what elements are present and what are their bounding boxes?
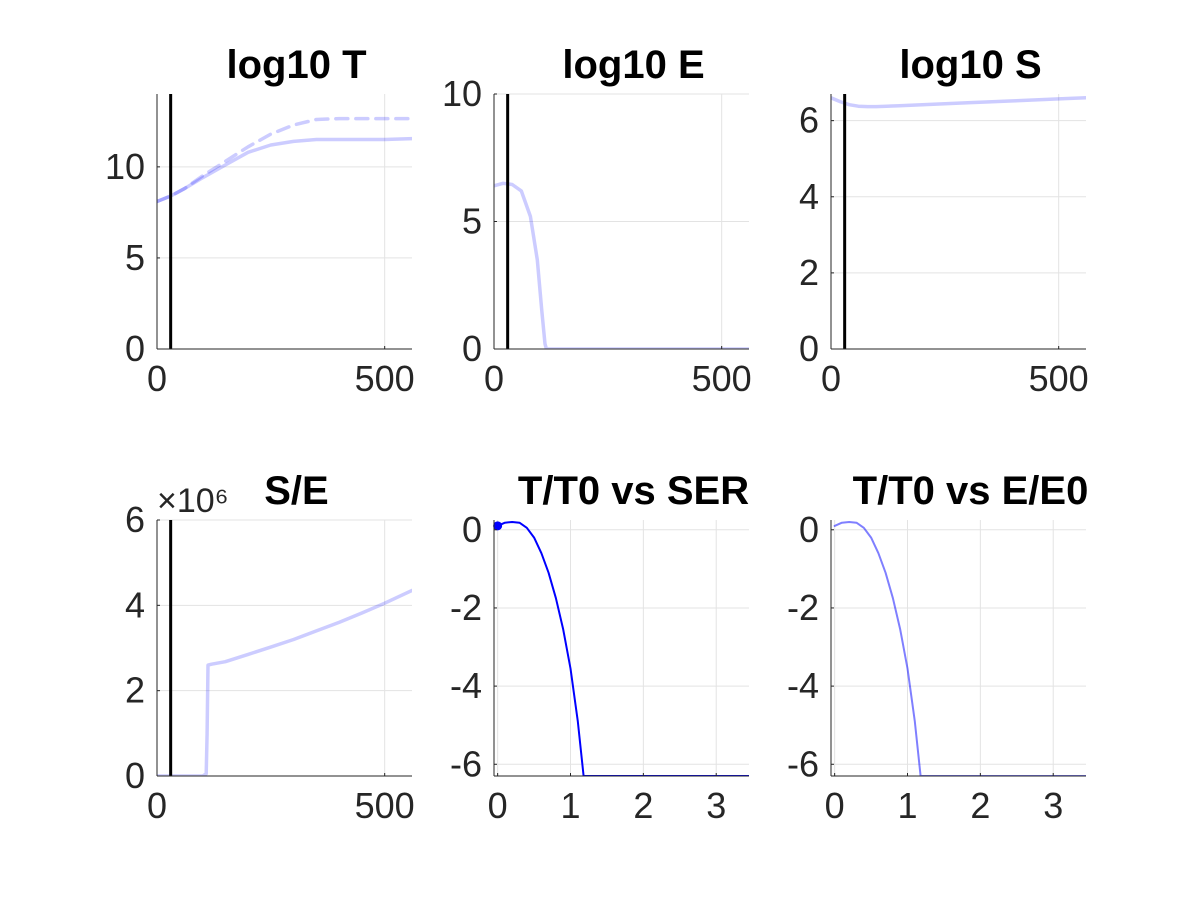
panel-3-axes-background <box>831 94 1086 349</box>
panel-4-exponent-label: ×10⁶ <box>157 482 229 520</box>
panel-6-y-tick-label-1: -4 <box>787 665 819 706</box>
panel-4-plot-area <box>157 588 412 776</box>
panel-5-x-tick-label-0: 0 <box>488 785 508 826</box>
panel-5-series-line-0 <box>496 521 749 776</box>
panel-1-plot-area <box>157 116 412 204</box>
panel-5-x-tick-label-2: 2 <box>633 785 653 826</box>
panel-1-y-tick-label-1: 5 <box>125 237 145 278</box>
panel-4-axes-background <box>157 520 412 776</box>
panel-4: 0 500 0 2 4 6 ×10⁶ S/E <box>125 469 415 826</box>
panel-5-plot-area <box>496 521 749 776</box>
panel-6-y-tick-label-0: -6 <box>787 743 819 784</box>
panel-4-y-tick-label-0: 0 <box>125 755 145 796</box>
panel-1-x-tick-label-1: 500 <box>355 358 415 399</box>
panel-6-x-tick-label-3: 3 <box>1043 785 1063 826</box>
panel-3-y-tick-label-3: 6 <box>799 100 819 141</box>
panel-2-x-tick-label-0: 0 <box>484 358 504 399</box>
panel-1-y-tick-label-0: 0 <box>125 328 145 369</box>
panel-2-y-tick-label-2: 10 <box>442 73 482 114</box>
panel-6: 0 1 2 3 -6 -4 -2 0 T/T0 vs E/E0 <box>787 469 1088 826</box>
panel-2-y-tick-label-1: 5 <box>462 201 482 242</box>
panel-4-title: S/E <box>264 469 328 513</box>
panel-6-axes-background <box>831 520 1086 776</box>
panel-3-title: log10 S <box>899 43 1041 87</box>
panel-5: 0 1 2 3 -6 -4 -2 0 T/T0 vs SER <box>450 469 749 826</box>
panel-6-plot-area <box>833 521 1086 776</box>
panel-2-x-tick-label-1: 500 <box>692 358 752 399</box>
panel-1-y-tick-label-2: 10 <box>105 146 145 187</box>
panel-1: 0 500 0 5 10 log10 T <box>105 43 415 399</box>
panel-5-x-tick-label-1: 1 <box>560 785 580 826</box>
panel-1-series-line-0 <box>157 136 412 204</box>
panel-5-start-marker <box>493 521 503 531</box>
panel-3-x-tick-label-1: 500 <box>1029 358 1089 399</box>
panel-5-y-tick-label-0: -6 <box>450 743 482 784</box>
panel-2-series-line-0 <box>494 181 749 349</box>
panel-6-y-tick-label-2: -2 <box>787 587 819 628</box>
panel-4-x-tick-label-1: 500 <box>355 785 415 826</box>
panel-2: 0 500 0 5 10 log10 E <box>442 43 752 399</box>
panel-5-axes-background <box>494 520 749 776</box>
panel-5-title: T/T0 vs SER <box>518 469 749 513</box>
panel-3-x-tick-label-0: 0 <box>821 358 841 399</box>
panel-4-series-line-0 <box>157 588 412 776</box>
panel-4-y-tick-label-3: 6 <box>125 499 145 540</box>
panel-5-y-tick-label-3: 0 <box>462 509 482 550</box>
panel-3-plot-area <box>831 96 1086 109</box>
panel-5-y-tick-label-2: -2 <box>450 587 482 628</box>
panel-3-y-tick-label-1: 2 <box>799 252 819 293</box>
panel-5-x-tick-label-3: 3 <box>706 785 726 826</box>
panel-5-y-tick-label-1: -4 <box>450 665 482 706</box>
panel-3-series-line-0 <box>831 96 1086 109</box>
panel-6-series-line-0 <box>833 521 1086 776</box>
panel-3-y-tick-label-2: 4 <box>799 176 819 217</box>
panel-1-series-line-1 <box>157 116 412 204</box>
panel-2-y-tick-label-0: 0 <box>462 328 482 369</box>
panel-1-title: log10 T <box>226 43 366 87</box>
panel-6-x-tick-label-0: 0 <box>825 785 845 826</box>
panel-1-x-tick-label-0: 0 <box>147 358 167 399</box>
panel-4-y-tick-label-1: 2 <box>125 670 145 711</box>
panel-3: 0 500 0 2 4 6 log10 S <box>799 43 1089 399</box>
panel-3-y-tick-label-0: 0 <box>799 328 819 369</box>
panel-4-y-tick-label-2: 4 <box>125 584 145 625</box>
panel-2-title: log10 E <box>562 43 704 87</box>
panel-6-x-tick-label-2: 2 <box>970 785 990 826</box>
panel-2-plot-area <box>494 181 749 349</box>
panel-6-x-tick-label-1: 1 <box>897 785 917 826</box>
panel-6-title: T/T0 vs E/E0 <box>853 469 1089 513</box>
panel-1-axes-background <box>157 94 412 349</box>
panel-4-x-tick-label-0: 0 <box>147 785 167 826</box>
panel-6-y-tick-label-3: 0 <box>799 509 819 550</box>
